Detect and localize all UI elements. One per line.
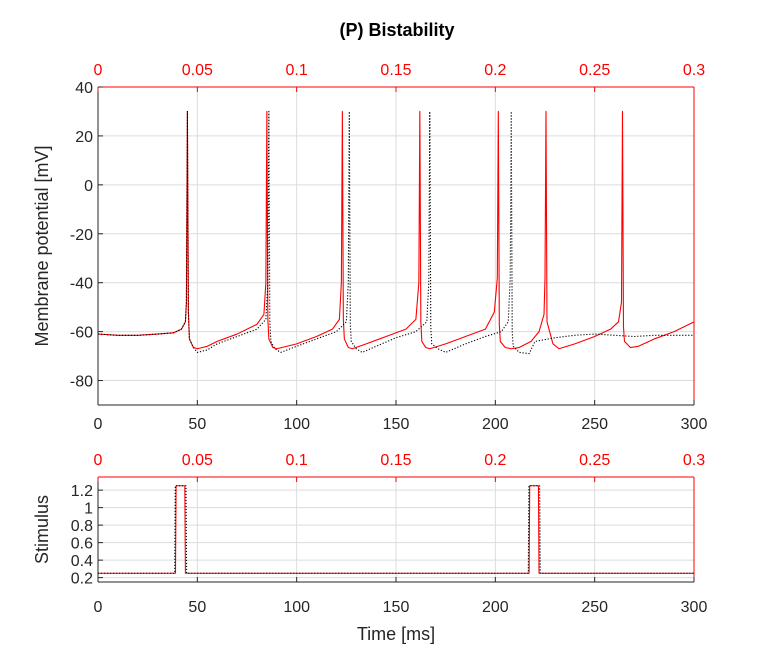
y-tick-label: 0.8 [71,518,93,535]
x-tick-label: 0 [94,416,103,433]
x-tick-label: 250 [581,416,608,433]
y-tick-label: 1.2 [71,483,93,500]
top-x-tick-label: 0 [94,62,103,79]
x-tick-label: 200 [482,599,509,616]
y-tick-label: 0.2 [71,571,93,588]
x-tick-label: 250 [581,599,608,616]
top-x-tick-label: 0.2 [484,62,506,79]
top-x-tick-label: 0 [94,452,103,469]
top-x-tick-label: 0.3 [683,62,705,79]
top-x-tick-label: 0.15 [380,452,411,469]
dotted-black-trace [98,110,694,355]
y-tick-label: -40 [70,276,93,293]
top-x-tick-label: 0.1 [286,62,308,79]
y-tick-label: 0.4 [71,553,93,570]
y-tick-label: -80 [70,374,93,391]
top-x-tick-label: 0.3 [683,452,705,469]
x-tick-label: 100 [283,416,310,433]
x-axis-title: Time [ms] [357,624,435,644]
top-x-tick-label: 0.05 [182,452,213,469]
stimulus-panel: 0 50 100 150 200 250 300 0 0.05 0.1 0.15 0.2 0.25 0.3… [32,452,707,644]
top-x-tick-label: 0.2 [484,452,506,469]
x-tick-label: 300 [681,599,708,616]
y-tick-label: -60 [70,325,93,342]
x-tick-label: 100 [283,599,310,616]
top-x-tick-label: 0.15 [380,62,411,79]
x-tick-label: 150 [383,599,410,616]
y-tick-label: 0 [84,178,93,195]
x-tick-label: 0 [94,599,103,616]
y-axis-title: Stimulus [32,495,52,564]
x-tick-label: 150 [383,416,410,433]
x-tick-label: 200 [482,416,509,433]
y-axis-title: Membrane potential [mV] [32,145,52,346]
top-x-tick-label: 0.05 [182,62,213,79]
top-x-tick-label: 0.25 [579,452,610,469]
y-tick-label: 1 [84,501,93,518]
y-tick-label: 0.6 [71,536,93,553]
solid-red-trace [98,110,694,350]
y-tick-label: 40 [75,80,93,97]
top-x-tick-label: 0.1 [286,452,308,469]
x-tick-label: 50 [188,416,206,433]
y-tick-label: 20 [75,129,93,146]
x-tick-label: 300 [681,416,708,433]
chart-title: (P) Bistability [339,20,454,40]
top-x-tick-label: 0.25 [579,62,610,79]
y-tick-label: -20 [70,227,93,244]
dotted-black-trace [98,485,694,574]
x-tick-label: 50 [188,599,206,616]
